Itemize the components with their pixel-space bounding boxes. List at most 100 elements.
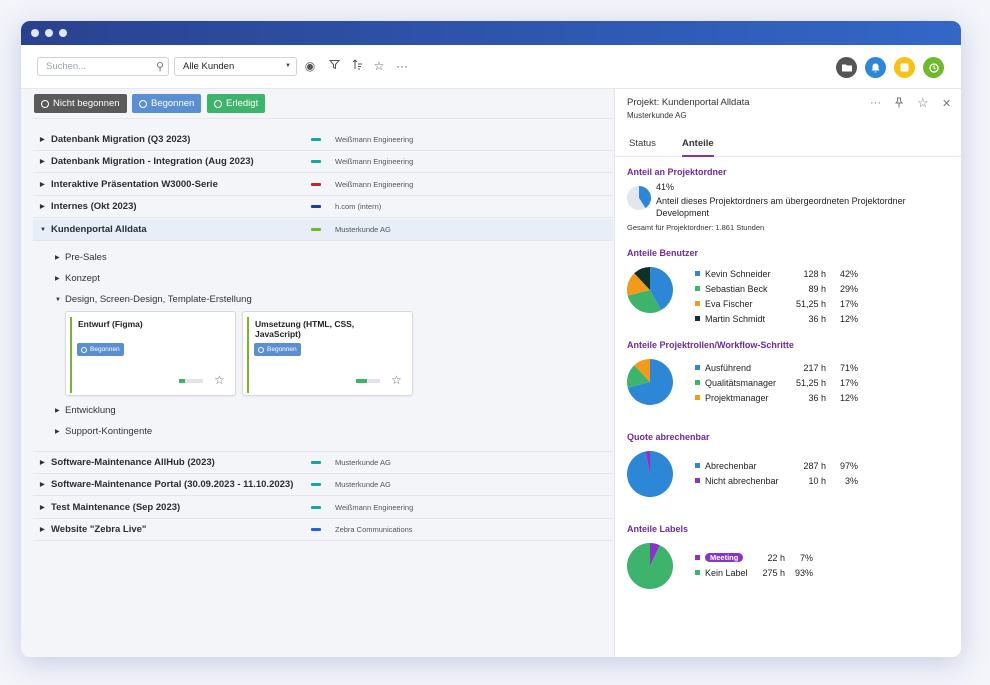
caret-right-icon[interactable]: ▶ [55,255,60,261]
folder-icon[interactable] [836,57,857,78]
project-row-selected[interactable]: ▼ Kundenportal Alldata Musterkunde AG [33,219,613,241]
users-pie-chart [627,267,673,313]
caret-down-icon[interactable]: ▼ [55,296,61,303]
circle-icon [258,346,264,353]
pie-slice [627,543,673,589]
tab-shares[interactable]: Anteile [682,138,714,157]
pie-slice [634,359,650,382]
panel-tabs: Status Anteile [615,127,961,157]
subfolder-pre-sales[interactable]: ▶ Pre-Sales [55,252,107,263]
more-icon[interactable]: ··· [870,97,881,109]
caret-right-icon[interactable]: ▶ [40,159,45,165]
subfolder-design[interactable]: ▼ Design, Screen-Design, Template-Erstel… [55,294,252,305]
filter-not-started-button[interactable]: Nicht begonnen [34,94,127,113]
star-icon[interactable]: ☆ [917,95,929,110]
star-icon[interactable]: ☆ [373,59,385,73]
legend-name: Meeting [705,552,753,563]
caret-right-icon[interactable]: ▶ [55,408,60,414]
project-customer: Musterkunde AG [335,458,391,467]
legend-row: Kevin Schneider 128 h 42% [695,267,858,280]
pin-icon[interactable] [894,97,904,111]
eye-icon[interactable]: ◉ [304,59,316,73]
caret-right-icon[interactable]: ▶ [40,137,45,143]
project-row[interactable]: ▶ Interaktive Präsentation W3000-Serie W… [33,174,613,196]
status-label: Begonnen [90,346,120,353]
customer-color-bar [311,461,321,464]
project-row[interactable]: ▶ Datenbank Migration - Integration (Aug… [33,151,613,173]
window-dot-maximize[interactable] [59,29,67,37]
project-row[interactable]: ▶ Software-Maintenance AllHub (2023) Mus… [33,452,613,474]
legend-percent: 71% [839,362,858,373]
subfolder-support[interactable]: ▶ Support-Kontingente [55,426,152,437]
customer-color-bar [311,528,321,531]
filter-done-button[interactable]: Erledigt [207,94,266,113]
legend-row: Meeting 22 h 7% [695,551,813,564]
filter-icon[interactable] [327,59,341,73]
note-icon[interactable] [894,57,915,78]
tab-status[interactable]: Status [629,138,656,149]
customer-select[interactable]: Alle Kunden ▼ [174,57,297,76]
project-name: Software-Maintenance Portal (30.09.2023 … [51,479,294,490]
section-heading: Anteil an Projektordner [627,167,727,177]
caret-right-icon[interactable]: ▶ [40,482,45,488]
project-row[interactable]: ▶ Software-Maintenance Portal (30.09.202… [33,474,613,496]
legend-name: Nicht abrechenbar [705,475,779,486]
legend-swatch [695,380,700,385]
caret-right-icon[interactable]: ▶ [55,276,60,282]
project-customer: Weißmann Engineering [335,503,414,512]
customer-color-bar [311,138,321,141]
caret-right-icon[interactable]: ▶ [40,182,45,188]
close-icon[interactable]: ✕ [942,98,952,110]
star-icon[interactable]: ☆ [214,373,225,387]
pie-slice [627,365,650,388]
subfolder-konzept[interactable]: ▶ Konzept [55,273,100,284]
project-row[interactable]: ▶ Test Maintenance (Sep 2023) Weißmann E… [33,497,613,519]
project-row[interactable]: ▶ Internes (Okt 2023) h.com (intern) [33,196,613,218]
circle-icon [214,99,222,108]
window-dot-minimize[interactable] [45,29,53,37]
project-customer: Musterkunde AG [335,480,391,489]
search-input[interactable]: Suchen... ⚲ [37,57,169,76]
sort-icon[interactable] [350,59,364,73]
search-placeholder: Suchen... [46,61,87,72]
section-heading: Anteile Projektrollen/Workflow-Schritte [627,340,794,350]
folder-share-pie [627,186,651,210]
subfolder-entwicklung[interactable]: ▶ Entwicklung [55,405,116,416]
legend-row: Martin Schmidt 36 h 12% [695,312,858,325]
project-name: Software-Maintenance AllHub (2023) [51,457,215,468]
project-row[interactable]: ▶ Website "Zebra Live" Zebra Communicati… [33,519,613,541]
project-customer: Weißmann Engineering [335,135,414,144]
status-badge[interactable]: Begonnen [254,343,301,356]
legend-percent: 17% [839,377,858,388]
folder-share-percent: 41% [656,182,675,192]
caret-right-icon[interactable]: ▶ [40,204,45,210]
subfolder-label: Design, Screen-Design, Template-Erstellu… [65,294,252,305]
bell-icon[interactable] [865,57,886,78]
project-row[interactable]: ▶ Datenbank Migration (Q3 2023) Weißmann… [33,129,613,151]
legend-percent: 93% [794,567,813,578]
legend-percent: 3% [844,475,858,486]
more-icon[interactable]: ··· [396,59,408,73]
task-card[interactable]: Entwurf (Figma) Begonnen ☆ [65,311,236,396]
legend-hours: 89 h [808,283,826,294]
clock-icon[interactable] [923,57,944,78]
caret-right-icon[interactable]: ▶ [40,460,45,466]
legend-row: Projektmanager 36 h 12% [695,391,858,404]
window-dot-close[interactable] [31,29,39,37]
legend-swatch [695,271,700,276]
subfolder-label: Support-Kontingente [65,426,153,437]
legend-row: Sebastian Beck 89 h 29% [695,282,858,295]
star-icon[interactable]: ☆ [391,373,402,387]
caret-right-icon[interactable]: ▶ [55,429,60,435]
legend-swatch [695,301,700,306]
caret-right-icon[interactable]: ▶ [40,527,45,533]
legend-hours: 51,25 h [795,377,826,388]
customer-color-bar [311,160,321,163]
status-badge[interactable]: Begonnen [77,343,124,356]
task-card[interactable]: Umsetzung (HTML, CSS, JavaScript) Begonn… [242,311,413,396]
filter-started-button[interactable]: Begonnen [132,94,202,113]
progress-fill [179,379,185,383]
legend-hours: 51,25 h [795,298,826,309]
caret-down-icon[interactable]: ▼ [40,226,46,233]
caret-right-icon[interactable]: ▶ [40,505,45,511]
